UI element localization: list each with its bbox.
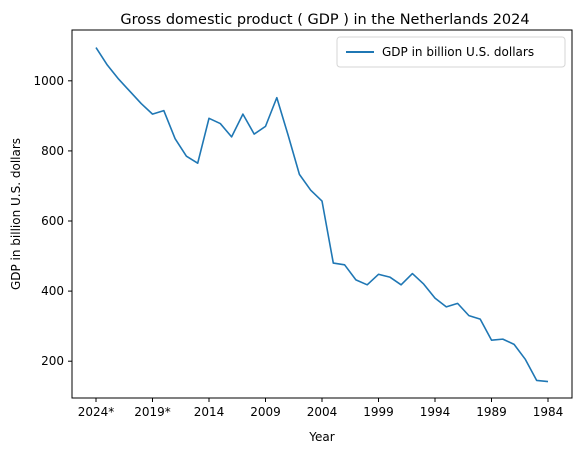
x-tick-label: 1999 [363, 405, 394, 419]
legend-box [336, 36, 566, 68]
legend-label: GDP in billion U.S. dollars [382, 45, 534, 59]
x-axis-ticks: 2024* 2019* 2014 2009 2004 1999 1994 1989 1984 [78, 398, 564, 419]
y-axis-ticks: 200 400 600 800 1000 [33, 74, 72, 368]
x-tick-label: 1984 [533, 405, 564, 419]
x-tick-label: 2009 [250, 405, 281, 419]
x-tick-label: 1994 [420, 405, 451, 419]
x-tick-label: 2014 [194, 405, 225, 419]
x-tick-label: 2004 [307, 405, 338, 419]
plot-area: 2024* 2019* 2014 2009 2004 1999 1994 1989 1984 2… [33, 29, 573, 419]
x-axis-title: Year [308, 430, 334, 444]
x-tick-label: 2019* [134, 405, 171, 419]
series-line-gdp [95, 47, 549, 383]
y-tick-label: 1000 [33, 74, 64, 88]
series-layer [95, 47, 549, 383]
y-tick-label: 600 [41, 214, 64, 228]
y-axis-title: GDP in billion U.S. dollars [9, 138, 23, 290]
y-tick-label: 800 [41, 144, 64, 158]
x-tick-label: 2024* [78, 405, 115, 419]
y-tick-label: 200 [41, 354, 64, 368]
y-tick-label: 400 [41, 284, 64, 298]
x-tick-label: 1989 [476, 405, 507, 419]
plot-frame [71, 29, 573, 399]
legend: GDP in billion U.S. dollars [336, 36, 566, 68]
chart-title: Gross domestic product ( GDP ) in the Ne… [120, 12, 529, 28]
